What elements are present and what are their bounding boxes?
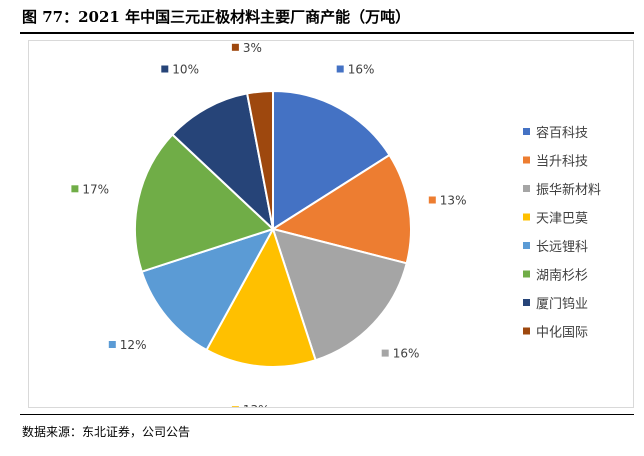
legend-swatch	[523, 299, 530, 306]
data-label-3: 16%	[381, 347, 420, 361]
pie-slice-5	[140, 227, 276, 352]
source-divider	[20, 414, 634, 415]
data-label-5: 12%	[108, 338, 147, 352]
legend-item-4: 天津巴莫	[523, 212, 588, 227]
data-label-4: 13%	[231, 403, 270, 417]
legend-swatch	[523, 213, 530, 221]
pie-slice-4	[205, 226, 317, 368]
source-note: 数据来源：东北证券，公司公告	[22, 425, 191, 439]
legend-swatch	[523, 185, 530, 192]
legend-label: 容百科技	[536, 125, 588, 141]
chart-frame: 16% 13% 16% 13% 12% 17% 10% 3% 容百科技当升科技振华新材料天津巴…	[28, 40, 634, 417]
legend-item-1: 容百科技	[523, 125, 588, 141]
legend-label: 厦门钨业	[536, 296, 588, 312]
data-label-text: 12%	[120, 338, 147, 352]
data-label-marker	[108, 341, 116, 348]
legend-label: 中化国际	[536, 326, 588, 341]
legend-item-7: 厦门钨业	[523, 296, 588, 312]
data-label-text: 13%	[440, 194, 467, 208]
legend-swatch	[523, 242, 530, 249]
legend-item-8: 中化国际	[523, 326, 588, 341]
data-label-marker	[336, 65, 344, 73]
data-label-2: 13%	[428, 194, 467, 208]
legend-swatch	[523, 327, 530, 335]
data-label-marker	[71, 185, 79, 193]
legend-swatch	[523, 270, 530, 278]
legend-label: 长远锂科	[536, 240, 588, 255]
pie-slice-7	[170, 92, 275, 232]
pie-slice-8	[245, 89, 274, 230]
legend-swatch	[523, 156, 530, 164]
data-label-marker	[231, 43, 239, 51]
data-label-marker	[231, 406, 239, 414]
figure-title: 图 77：2021 年中国三元正极材料主要厂商产能（万吨）	[22, 8, 411, 26]
legend-swatch	[523, 128, 530, 135]
legend-label: 湖南杉杉	[536, 268, 588, 284]
pie-slice-6	[134, 133, 275, 273]
data-label-text: 16%	[393, 347, 420, 361]
data-label-6: 17%	[71, 182, 109, 196]
pie-slice-1	[272, 89, 391, 231]
data-label-text: 10%	[172, 63, 199, 77]
title-divider	[20, 32, 634, 34]
legend-item-5: 长远锂科	[523, 240, 588, 255]
data-label-text: 16%	[348, 63, 375, 77]
data-label-1: 16%	[336, 63, 375, 77]
legend-label: 当升科技	[536, 155, 588, 170]
pie-slices	[134, 89, 412, 368]
data-label-8: 3%	[231, 41, 262, 55]
legend-item-3: 振华新材料	[523, 182, 601, 198]
data-label-text: 13%	[243, 403, 270, 407]
legend-item-2: 当升科技	[523, 155, 588, 170]
legend-label: 天津巴莫	[536, 212, 588, 227]
legend-label: 振华新材料	[536, 182, 601, 198]
data-label-text: 3%	[243, 41, 262, 55]
pie-slice-3	[271, 227, 408, 362]
data-label-marker	[381, 349, 389, 357]
data-label-marker	[161, 65, 169, 73]
data-label-marker	[428, 196, 436, 204]
data-label-7: 10%	[161, 63, 199, 77]
pie-chart: 16% 13% 16% 13% 12% 17% 10% 3% 容百科技当升科技振华新材料天津巴…	[71, 41, 601, 417]
data-label-text: 17%	[82, 182, 109, 196]
legend-item-6: 湖南杉杉	[523, 268, 588, 284]
pie-slice-2	[270, 153, 412, 265]
